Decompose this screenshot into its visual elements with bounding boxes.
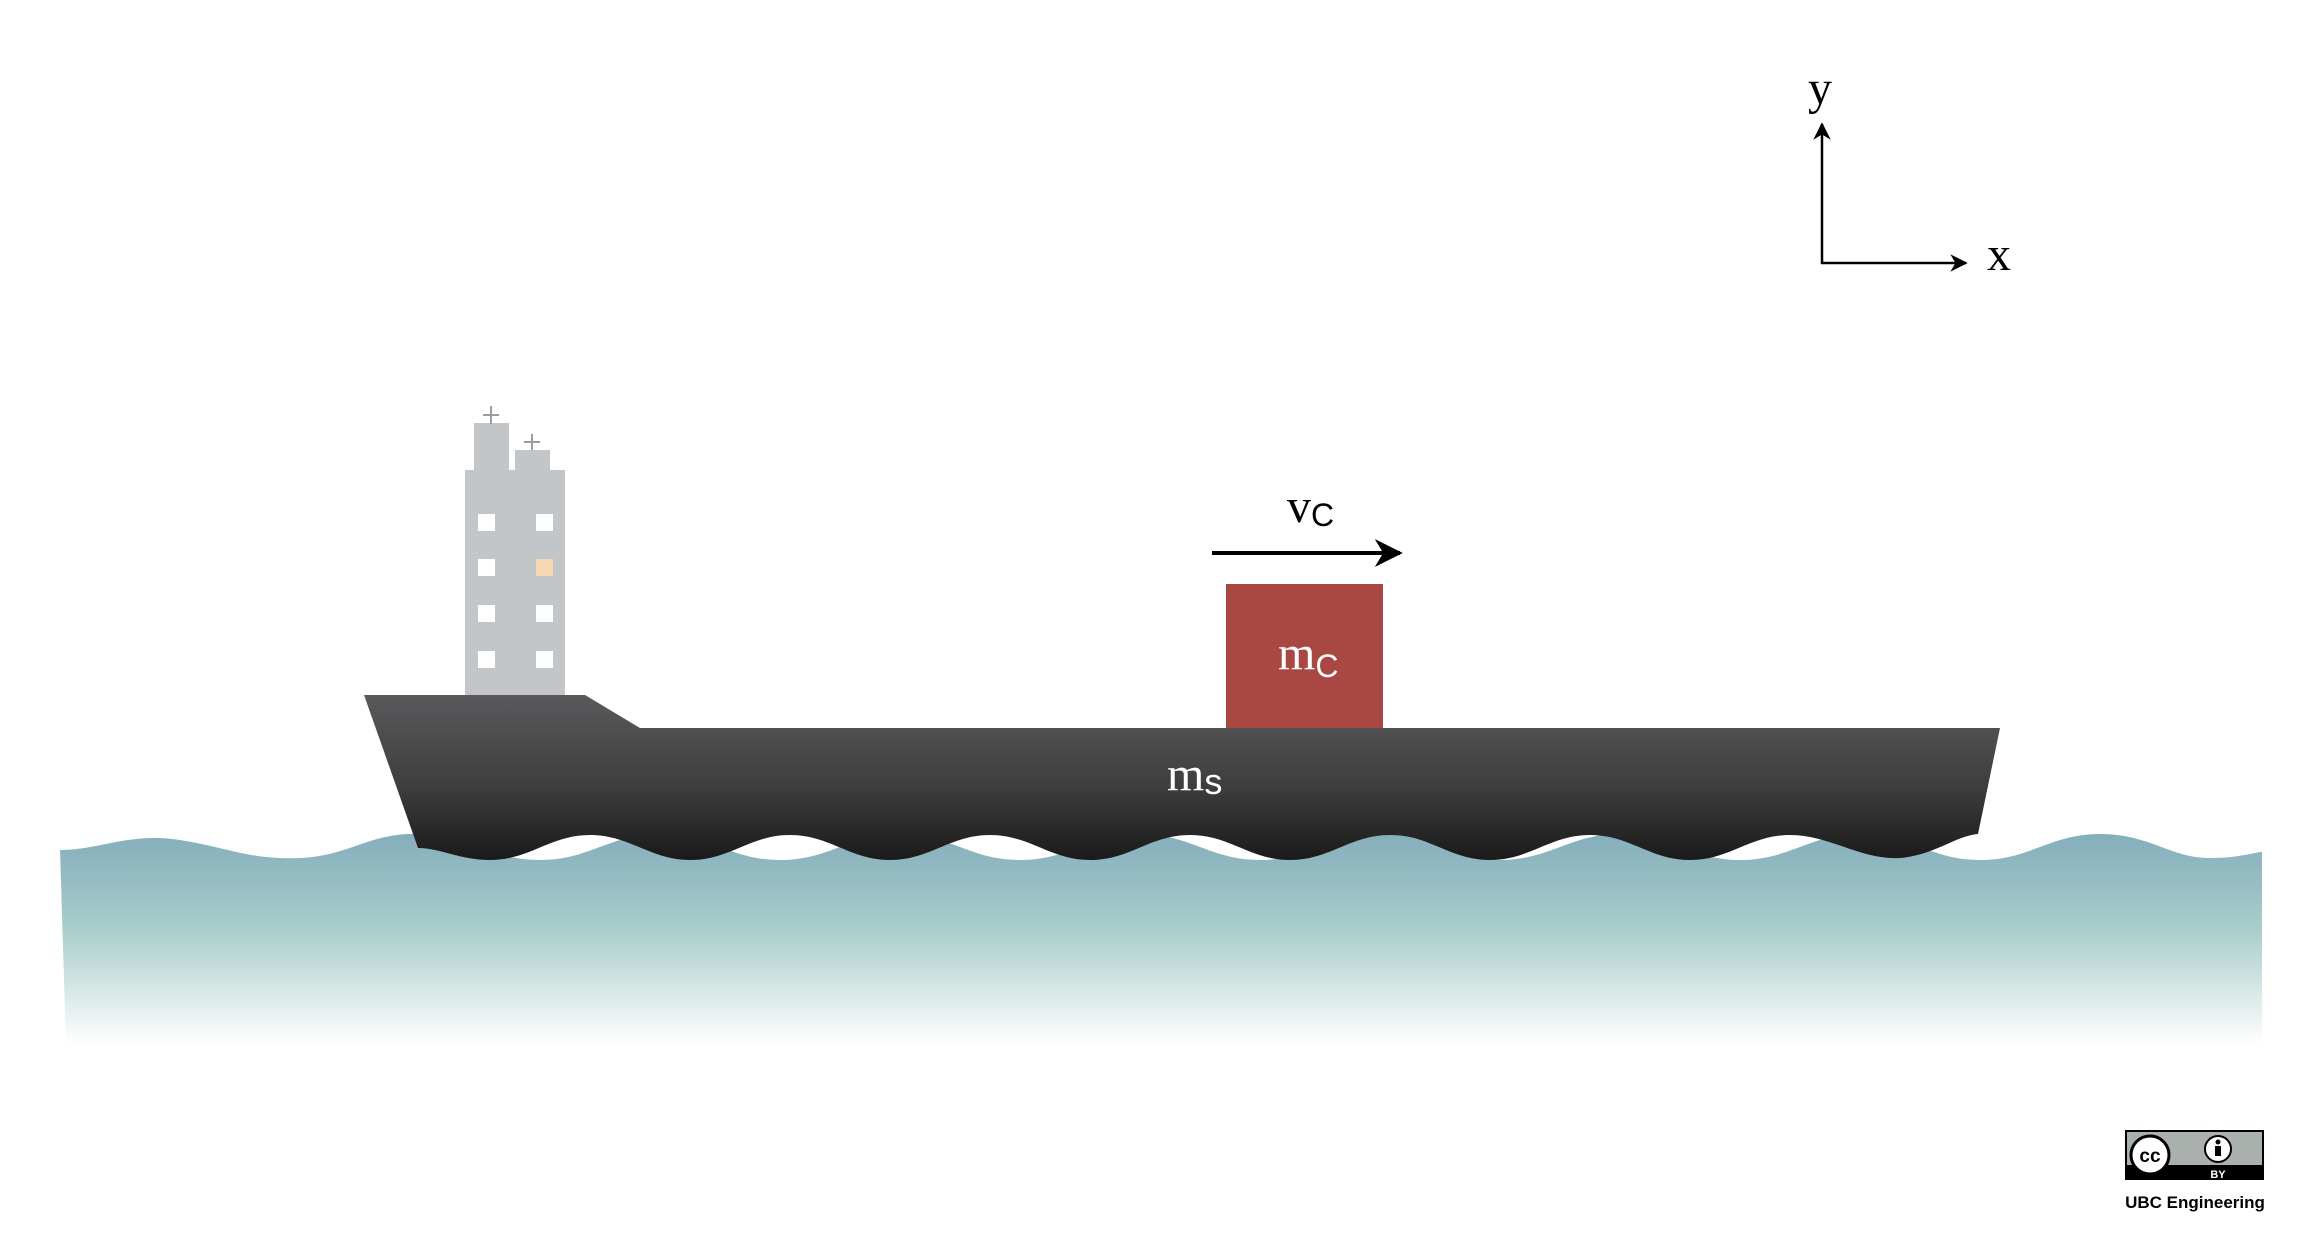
container-mass-label: mC — [1278, 627, 1338, 684]
window — [536, 514, 553, 531]
window — [478, 651, 495, 668]
credit-text: UBC Engineering — [2125, 1193, 2265, 1212]
cc-icon — [2129, 1134, 2171, 1176]
y-axis-label: y — [1808, 62, 1832, 115]
ship-superstructure — [465, 406, 565, 700]
ship-hull — [364, 695, 2000, 860]
container-box — [1226, 584, 1383, 728]
water — [60, 833, 2262, 1045]
window — [478, 514, 495, 531]
window — [478, 559, 495, 576]
window-lit — [536, 559, 553, 576]
svg-text:cc: cc — [2139, 1146, 2161, 1167]
badge-text: BY — [2210, 1169, 2226, 1181]
x-axis-label: x — [1987, 228, 2011, 281]
cc-by-license-badge: cc BY — [2125, 1130, 2264, 1181]
window — [478, 605, 495, 622]
velocity-label: vC — [1287, 480, 1334, 533]
ship-mass-label: ms — [1167, 748, 1222, 802]
window — [536, 651, 553, 668]
window — [536, 605, 553, 622]
coordinate-axes: y x — [1808, 62, 2011, 281]
